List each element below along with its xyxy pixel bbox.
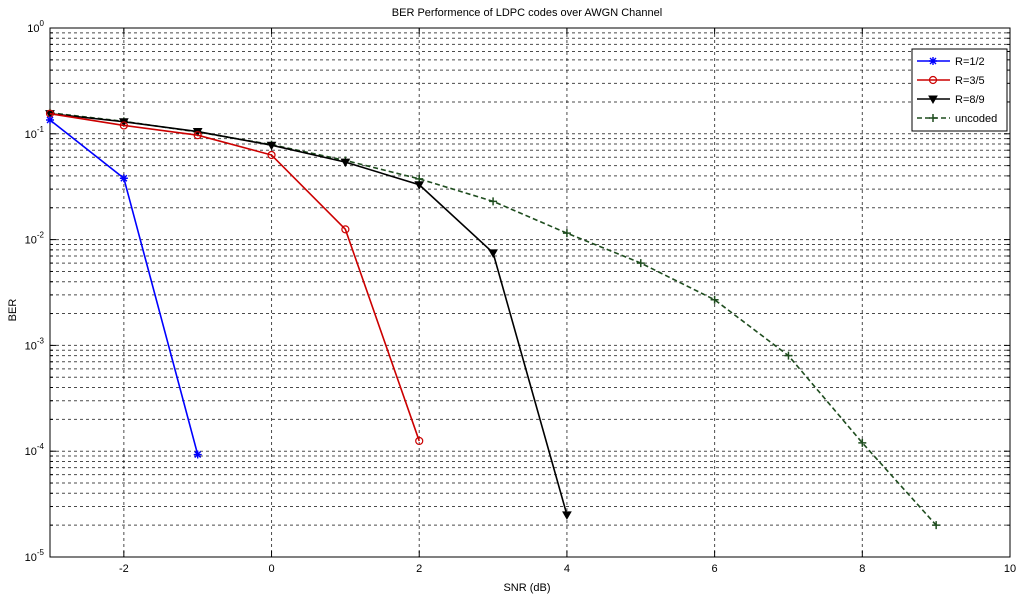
data-point [562,229,571,238]
legend-label: R=3/5 [955,75,985,87]
axes: -2 0 2 4 6 8 10 100 10-1 10-2 10-3 10-4 10-5 [25,19,1017,575]
x-axis-label: SNR (dB) [503,582,550,594]
data-point [340,158,351,168]
data-point [341,225,350,234]
x-tick-label: 2 [416,563,422,575]
plot-frame [49,27,1011,558]
data-point [46,116,54,125]
series-line [49,111,937,526]
x-tick-label: 8 [859,563,865,575]
data-point [119,174,128,183]
data-point [266,141,277,151]
series-line [49,112,568,516]
series-r-3-5 [45,109,424,446]
data-point [858,438,867,447]
data-point [267,150,276,160]
data-point [415,436,424,446]
data-point [929,114,937,122]
y-axis-label: BER [7,299,19,322]
y-tick-label: 10-3 [25,336,45,352]
data-point [562,511,572,520]
y-tick-label: 10-5 [25,548,45,564]
data-point [928,75,938,85]
legend-label: R=1/2 [955,56,985,68]
grid [50,28,1010,557]
data-point [119,121,128,130]
series [45,108,941,530]
y-tick-label: 10-2 [25,231,45,247]
data-point [636,259,645,268]
data-point [784,351,793,360]
series-r-8-9 [45,110,572,520]
data-point [193,450,202,459]
y-tick-label: 100 [27,19,44,35]
y-tick-label: 10-1 [25,125,45,141]
data-point [929,57,937,65]
data-point [489,197,498,206]
legend: R=1/2 R=3/5 R=8/9 uncoded [911,48,1008,132]
data-point [414,181,425,190]
data-point [932,521,941,530]
data-point [193,131,202,140]
x-tick-label: 4 [564,563,570,575]
x-tick-label: 0 [268,563,274,575]
legend-label: R=8/9 [955,94,985,106]
data-point [488,249,498,258]
x-tick-label: 6 [712,563,718,575]
x-tick-label: -2 [119,563,129,575]
y-tick-label: 10-4 [25,442,45,458]
series-r-1-2 [46,116,202,459]
chart-title: BER Performence of LDPC codes over AWGN … [392,7,662,19]
legend-label: uncoded [955,113,997,125]
series-uncoded [46,108,941,530]
data-point [710,295,719,304]
data-point [928,95,938,105]
series-line [49,112,420,442]
x-tick-label: 10 [1004,563,1016,575]
